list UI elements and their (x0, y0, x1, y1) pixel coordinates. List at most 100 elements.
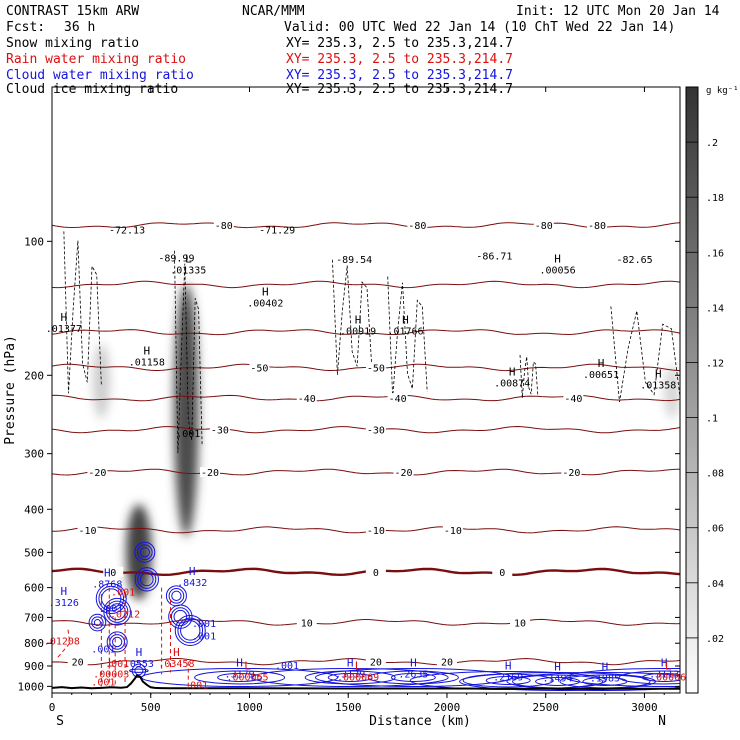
isotherm-label-bg (103, 566, 124, 577)
x-tick-label: 0 (49, 701, 56, 714)
terrain-layer (52, 674, 680, 690)
extremum-value: .00919 (340, 327, 376, 338)
colorbar-tick-label: .08 (706, 469, 724, 480)
extremum-marker-H: H (236, 656, 243, 669)
isotherm-label: -20 (201, 468, 219, 479)
extremum-value: .3179 (225, 669, 255, 680)
extremum-value: .01377 (46, 324, 82, 335)
extremum-value: .3126 (49, 598, 79, 609)
y-tick-label: 900 (24, 660, 44, 673)
colorbar-tick-label: .12 (706, 358, 724, 369)
extremum-value: .00006 (650, 672, 686, 683)
extremum-value: .001 (91, 645, 115, 656)
forecast-hour: 36 h (64, 20, 95, 35)
cloud-water-contour (98, 585, 125, 612)
field-xy-cloud-water: XY= 235.3, 2.5 to 235.3,214.7 (286, 68, 513, 83)
extremum-marker-L: L (665, 659, 672, 672)
extremum-value: .000065 (226, 672, 268, 683)
y-axis-title: Pressure (hPa) (3, 335, 18, 445)
cloud-water-contour (217, 672, 263, 682)
isotherm-label: -10 (79, 526, 97, 537)
cloud-ice-contour (387, 276, 428, 398)
extremum-marker-H: H (402, 314, 409, 327)
isotherm-label-bg (365, 362, 386, 373)
cloud-water-contour (314, 667, 512, 687)
extremum-marker-H: H (410, 656, 417, 669)
extremum-marker-H: H (143, 344, 150, 357)
isotherm-label: -20 (562, 468, 580, 479)
plot-frame (51, 86, 681, 694)
isotherm-label-bg (365, 524, 386, 535)
isotherm-label: -40 (298, 394, 316, 405)
extremum-value: .00402 (247, 298, 283, 309)
extremum-marker-H: H (509, 366, 516, 379)
extremum-value: .001 (99, 604, 123, 615)
isotherm-label: 10 (514, 618, 526, 629)
isotherm-label: -50 (367, 363, 385, 374)
isotherm-label: 20 (441, 658, 453, 669)
field-label-snow: Snow mixing ratio (6, 36, 139, 51)
extremum-value: .001 (176, 429, 200, 440)
field-xy-rain: XY= 235.3, 2.5 to 235.3,214.7 (286, 52, 513, 67)
extremum-value: .00056 (539, 265, 575, 276)
colorbar-tick-label: .16 (706, 248, 724, 259)
cloud-water-contour (109, 634, 126, 650)
cloud-water-contour (139, 572, 154, 587)
extremum-value: .2169 (493, 672, 523, 683)
cloud-ice-contour (174, 250, 203, 454)
cloud-ice-contour (63, 231, 102, 394)
extremum-marker-H: H (262, 285, 269, 298)
cloud-water-contour (390, 672, 436, 682)
extremum-marker-H: H (505, 659, 512, 672)
isotherm-minus60 (52, 329, 680, 336)
extremum-marker-L: L (244, 659, 251, 672)
temperature-annotation: -89.99 (158, 253, 194, 264)
valid-time: Valid: 00 UTC Wed 22 Jan 14 (10 ChT Wed … (284, 20, 675, 35)
cloud-water-contour (88, 613, 107, 632)
field-xy-snow: XY= 235.3, 2.5 to 235.3,214.7 (286, 36, 513, 51)
cloud-water-contour (134, 567, 159, 592)
x-tick-label: 1500 (335, 701, 362, 714)
isotherm-label: 20 (370, 658, 382, 669)
colorbar-ramp (685, 86, 699, 694)
isotherm-label-bg (563, 393, 584, 404)
isotherm-label-bg (393, 467, 414, 478)
init-time: Init: 12 UTC Mon 20 Jan 14 (516, 4, 720, 19)
colorbar-tick-label: .18 (706, 193, 724, 204)
cloud-water-contour (168, 604, 193, 629)
extremum-value: .8432 (177, 578, 207, 589)
extremum-value: .01358 (640, 380, 676, 391)
cloud-water-contour (485, 675, 531, 685)
temperature-annotation: -72.13 (109, 225, 145, 236)
y-tick-label: 500 (24, 546, 44, 559)
y-tick-label: 800 (24, 637, 44, 650)
extremum-marker-H: H (602, 660, 609, 673)
isotherm-label: 0 (373, 568, 379, 579)
isotherm-label-bg (365, 424, 386, 435)
colorbar-tick-label: .02 (706, 634, 724, 645)
south-end-label: S (56, 714, 64, 729)
temperature-annotation: -86.71 (476, 252, 512, 263)
isotherm-label-bg (442, 524, 463, 535)
y-tick-label: 600 (24, 582, 44, 595)
x-tick-label: 500 (141, 701, 161, 714)
north-end-label: N (658, 714, 666, 729)
extremum-marker-L: L (108, 656, 115, 669)
isotherm-label-bg (492, 566, 513, 577)
x-axis-title: Distance (km) (369, 714, 471, 729)
cloud-water-contour (139, 547, 150, 558)
extremum-value: .000069 (337, 672, 379, 683)
y-tick-label: 200 (24, 369, 44, 382)
cloud-water-contour (106, 600, 129, 623)
cloud-water-contour (327, 672, 373, 682)
colorbar-tick-label: .06 (706, 524, 724, 535)
cloud-ice-contour (332, 259, 373, 375)
isotherm-label-bg (296, 617, 317, 628)
extremum-value: .3113 (649, 669, 679, 680)
field-label-cloud-water: Cloud water mixing ratio (6, 68, 194, 83)
cloud-water-contour (131, 663, 147, 678)
rain-water-contour (57, 628, 71, 658)
cloud-water-contour (170, 607, 190, 627)
extremum-value: .00874 (494, 379, 530, 390)
extremum-value: .2635 (398, 669, 428, 680)
